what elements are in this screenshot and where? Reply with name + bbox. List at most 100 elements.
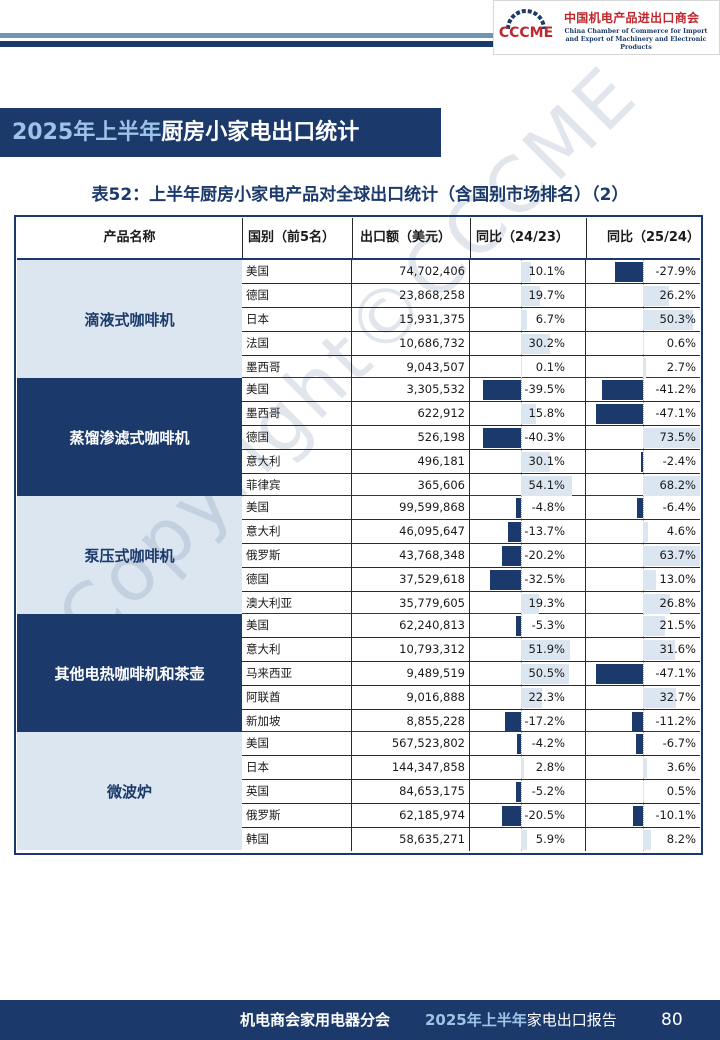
yoy-24-23-pct: -5.2% <box>531 784 565 798</box>
yoy-24-23-bar <box>501 806 521 826</box>
footer: 机电商会家用电器分会 2025年上半年家电出口报告 80 <box>0 1000 720 1040</box>
yoy-25-24-cell: -27.9% <box>586 260 700 283</box>
table-row: 韩国 58,635,271 5.9% 8.2% <box>242 828 700 852</box>
yoy-24-23-cell: -17.2% <box>470 710 586 733</box>
col-yoy-24-23: 同比（24/23） <box>476 230 569 245</box>
org-name-cn: 中国机电产品进出口商会 <box>564 11 700 25</box>
table-row: 意大利 10,793,312 51.9% 31.6% <box>242 638 700 662</box>
country-cell: 俄罗斯 <box>242 544 352 567</box>
yoy-24-23-pct: -20.2% <box>524 548 565 562</box>
yoy-25-24-cell: 13.0% <box>586 568 700 591</box>
yoy-25-24-cell: 63.7% <box>586 544 700 567</box>
yoy-24-23-pct: -5.3% <box>531 618 565 632</box>
yoy-24-23-cell: 10.1% <box>470 260 586 283</box>
yoy-24-23-pct: 50.5% <box>528 666 565 680</box>
col-yoy-25-24: 同比（25/24） <box>607 230 700 245</box>
section-title-year: 2025年上半年 <box>12 120 162 145</box>
yoy-24-23-cell: -4.2% <box>470 732 586 755</box>
yoy-24-23-pct: -32.5% <box>524 572 565 586</box>
col-country: 国别（前5名） <box>248 230 336 245</box>
table-row: 墨西哥 622,912 15.8% -47.1% <box>242 402 700 426</box>
yoy-25-24-bar <box>643 782 644 802</box>
yoy-24-23-bar <box>483 380 521 400</box>
yoy-25-24-bar <box>643 570 656 590</box>
yoy-25-24-bar <box>643 594 670 614</box>
table-row: 美国 62,240,813 -5.3% 21.5% <box>242 614 700 638</box>
yoy-25-24-pct: -2.4% <box>662 454 696 468</box>
country-cell: 韩国 <box>242 828 352 851</box>
table-header: 产品名称 国别（前5名） 出口额（美元） 同比（24/23） 同比（25/24） <box>17 218 700 260</box>
footer-report: 2025年上半年家电出口报告 <box>425 1000 617 1040</box>
header-stripes <box>0 33 500 47</box>
yoy-24-23-cell: 6.7% <box>470 308 586 331</box>
yoy-25-24-bar <box>643 616 665 636</box>
yoy-25-24-cell: -6.4% <box>586 496 700 519</box>
yoy-24-23-cell: 19.3% <box>470 592 586 615</box>
col-product: 产品名称 <box>103 230 156 245</box>
yoy-25-24-bar <box>643 358 646 378</box>
export-value-cell: 9,043,507 <box>352 356 470 379</box>
yoy-25-24-zero-axis <box>643 662 644 685</box>
table-row: 意大利 496,181 30.1% -2.4% <box>242 450 700 474</box>
yoy-25-24-zero-axis <box>643 732 644 755</box>
table-row: 美国 74,702,406 10.1% -27.9% <box>242 260 700 284</box>
table-row: 英国 84,653,175 -5.2% 0.5% <box>242 780 700 804</box>
yoy-25-24-bar <box>601 380 643 400</box>
yoy-25-24-bar <box>643 758 647 778</box>
export-value-cell: 99,599,868 <box>352 496 470 519</box>
export-value-cell: 37,529,618 <box>352 568 470 591</box>
logo-mark: CCCME <box>499 25 553 41</box>
yoy-24-23-zero-axis <box>521 378 522 401</box>
yoy-25-24-zero-axis <box>643 780 644 803</box>
export-value-cell: 43,768,348 <box>352 544 470 567</box>
yoy-24-23-bar <box>515 616 521 636</box>
export-value-cell: 365,606 <box>352 474 470 497</box>
yoy-25-24-pct: -47.1% <box>655 406 696 420</box>
product-group: 蒸馏渗滤式咖啡机 美国 3,305,532 -39.5% -41.2% 墨西哥 622,91… <box>17 378 700 497</box>
country-cell: 美国 <box>242 614 352 637</box>
yoy-24-23-pct: 2.8% <box>535 760 565 774</box>
export-value-cell: 567,523,802 <box>352 732 470 755</box>
yoy-24-23-cell: 51.9% <box>470 638 586 661</box>
export-value-cell: 23,868,258 <box>352 284 470 307</box>
yoy-24-23-bar <box>521 286 540 306</box>
col-value: 出口额（美元） <box>360 230 452 245</box>
yoy-25-24-pct: -6.4% <box>662 500 696 514</box>
yoy-24-23-cell: 0.1% <box>470 356 586 379</box>
yoy-24-23-bar <box>521 334 550 354</box>
yoy-24-23-bar <box>501 546 521 566</box>
yoy-25-24-pct: 2.7% <box>666 360 696 374</box>
yoy-25-24-pct: 0.6% <box>666 336 696 350</box>
export-value-cell: 74,702,406 <box>352 260 470 283</box>
product-group: 微波炉 美国 567,523,802 -4.2% -6.7% 日本 144,347,858 2… <box>17 732 700 852</box>
export-value-cell: 526,198 <box>352 426 470 449</box>
yoy-24-23-bar <box>490 570 521 590</box>
yoy-24-23-cell: -13.7% <box>470 520 586 543</box>
yoy-24-23-zero-axis <box>521 520 522 543</box>
yoy-24-23-zero-axis <box>521 732 522 755</box>
export-value-cell: 3,305,532 <box>352 378 470 401</box>
yoy-24-23-pct: 54.1% <box>528 478 565 492</box>
country-cell: 日本 <box>242 308 352 331</box>
yoy-25-24-cell: -11.2% <box>586 710 700 733</box>
table-row: 马来西亚 9,489,519 50.5% -47.1% <box>242 662 700 686</box>
yoy-24-23-pct: 51.9% <box>528 642 565 656</box>
yoy-24-23-pct: 0.1% <box>535 360 565 374</box>
yoy-25-24-bar <box>643 688 676 708</box>
yoy-25-24-cell: -2.4% <box>586 450 700 473</box>
yoy-24-23-bar <box>507 522 521 542</box>
country-cell: 菲律宾 <box>242 474 352 497</box>
yoy-25-24-bar <box>643 830 652 850</box>
yoy-25-24-pct: 21.5% <box>659 618 696 632</box>
yoy-24-23-bar <box>521 688 543 708</box>
yoy-25-24-bar <box>636 498 643 518</box>
yoy-24-23-pct: 19.3% <box>528 596 565 610</box>
export-value-cell: 144,347,858 <box>352 756 470 779</box>
yoy-24-23-bar <box>517 734 521 754</box>
export-value-cell: 496,181 <box>352 450 470 473</box>
yoy-24-23-bar <box>521 452 550 472</box>
export-value-cell: 10,686,732 <box>352 332 470 355</box>
product-name: 蒸馏渗滤式咖啡机 <box>17 378 242 496</box>
country-cell: 阿联酋 <box>242 686 352 709</box>
yoy-24-23-cell: 19.7% <box>470 284 586 307</box>
